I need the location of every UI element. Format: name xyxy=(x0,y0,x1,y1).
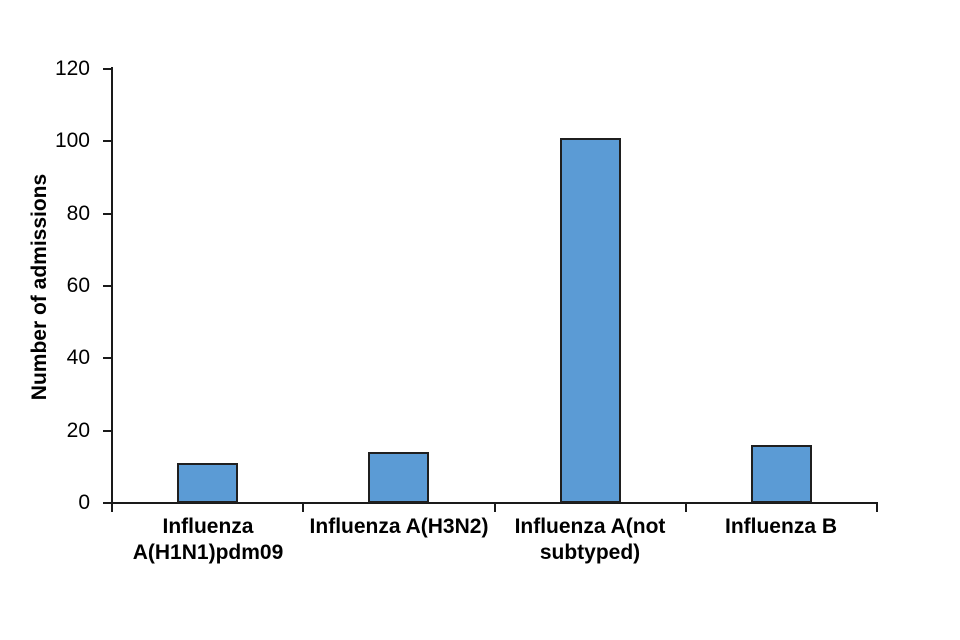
x-tick xyxy=(494,504,496,512)
y-tick-label: 80 xyxy=(66,201,90,225)
x-category-label-line: subtyped) xyxy=(539,541,641,564)
y-tick-label: 40 xyxy=(66,346,90,370)
bar-influenza-a-h3n2- xyxy=(368,452,429,503)
bar-influenza-b xyxy=(751,445,812,503)
y-tick xyxy=(103,429,111,432)
x-axis-line xyxy=(111,502,878,504)
bar-influenza-a-not-subtyped- xyxy=(560,138,621,503)
y-tick xyxy=(103,212,111,215)
y-tick xyxy=(103,68,111,70)
x-category-label-line: Influenza B xyxy=(724,515,838,538)
y-tick xyxy=(103,140,111,143)
y-axis-line xyxy=(111,67,113,504)
x-category-label: Influenza B xyxy=(725,514,837,540)
x-category-label-line: Influenza xyxy=(162,515,254,538)
x-category-label: Influenza A(H1N1)pdm09 xyxy=(133,514,284,566)
x-category-label: Influenza A(not subtyped) xyxy=(515,514,666,566)
x-tick xyxy=(876,504,878,512)
x-tick xyxy=(302,504,304,512)
y-tick-label: 0 xyxy=(78,491,90,514)
y-tick xyxy=(103,357,111,360)
x-category-label-line: Influenza A(not xyxy=(514,515,666,538)
x-category-label: Influenza A(H3N2) xyxy=(310,514,489,540)
x-category-label-line: A(H1N1)pdm09 xyxy=(132,541,284,564)
y-tick-label: 100 xyxy=(54,129,90,153)
y-tick-label: 120 xyxy=(54,57,90,80)
x-tick xyxy=(111,504,113,512)
y-tick-label: 60 xyxy=(66,274,90,297)
y-tick-label: 20 xyxy=(66,418,90,442)
bar-influenza-a-h1n1-pdm09 xyxy=(177,463,238,503)
x-category-label-line: Influenza A(H3N2) xyxy=(309,515,489,538)
y-tick xyxy=(103,502,111,504)
y-tick xyxy=(103,285,111,287)
x-tick xyxy=(685,504,687,512)
